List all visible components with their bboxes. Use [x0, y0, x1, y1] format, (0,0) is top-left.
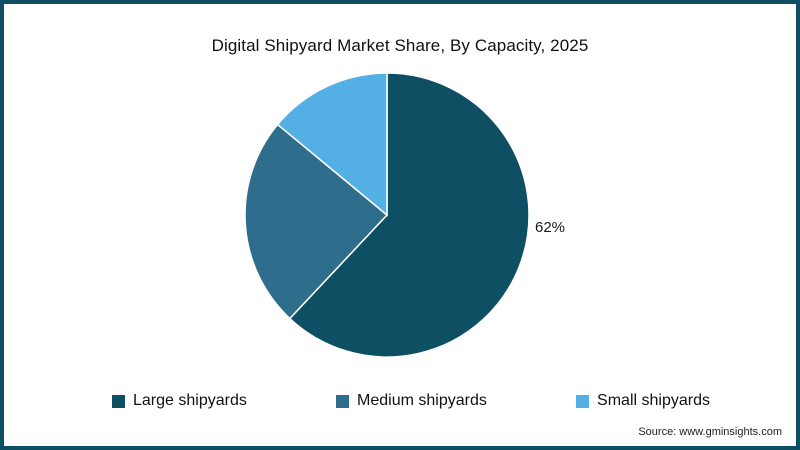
source-text: Source: www.gminsights.com: [638, 426, 782, 438]
legend-label-medium: Medium shipyards: [357, 392, 487, 409]
legend-item-small-shipyards: Small shipyards: [576, 392, 710, 410]
legend: Large shipyards Medium shipyards Small s…: [112, 392, 710, 410]
pie-chart: [244, 72, 530, 358]
legend-label-small: Small shipyards: [597, 392, 710, 409]
legend-swatch-large: [112, 394, 125, 408]
large-slice-data-label: 62%: [535, 219, 566, 236]
pie-slice-small-shipyards: [276, 72, 388, 217]
legend-item-medium-shipyards: Medium shipyards: [336, 392, 487, 410]
legend-swatch-medium: [336, 394, 350, 408]
legend-item-large-shipyards: Large shipyards: [112, 392, 247, 410]
legend-swatch-small: [576, 394, 590, 408]
pie-slice-large-shipyards: [288, 72, 530, 358]
pie-slice-medium-shipyards: [244, 123, 389, 320]
legend-label-large: Large shipyards: [133, 392, 247, 409]
chart-title: Digital Shipyard Market Share, By Capaci…: [211, 36, 589, 55]
